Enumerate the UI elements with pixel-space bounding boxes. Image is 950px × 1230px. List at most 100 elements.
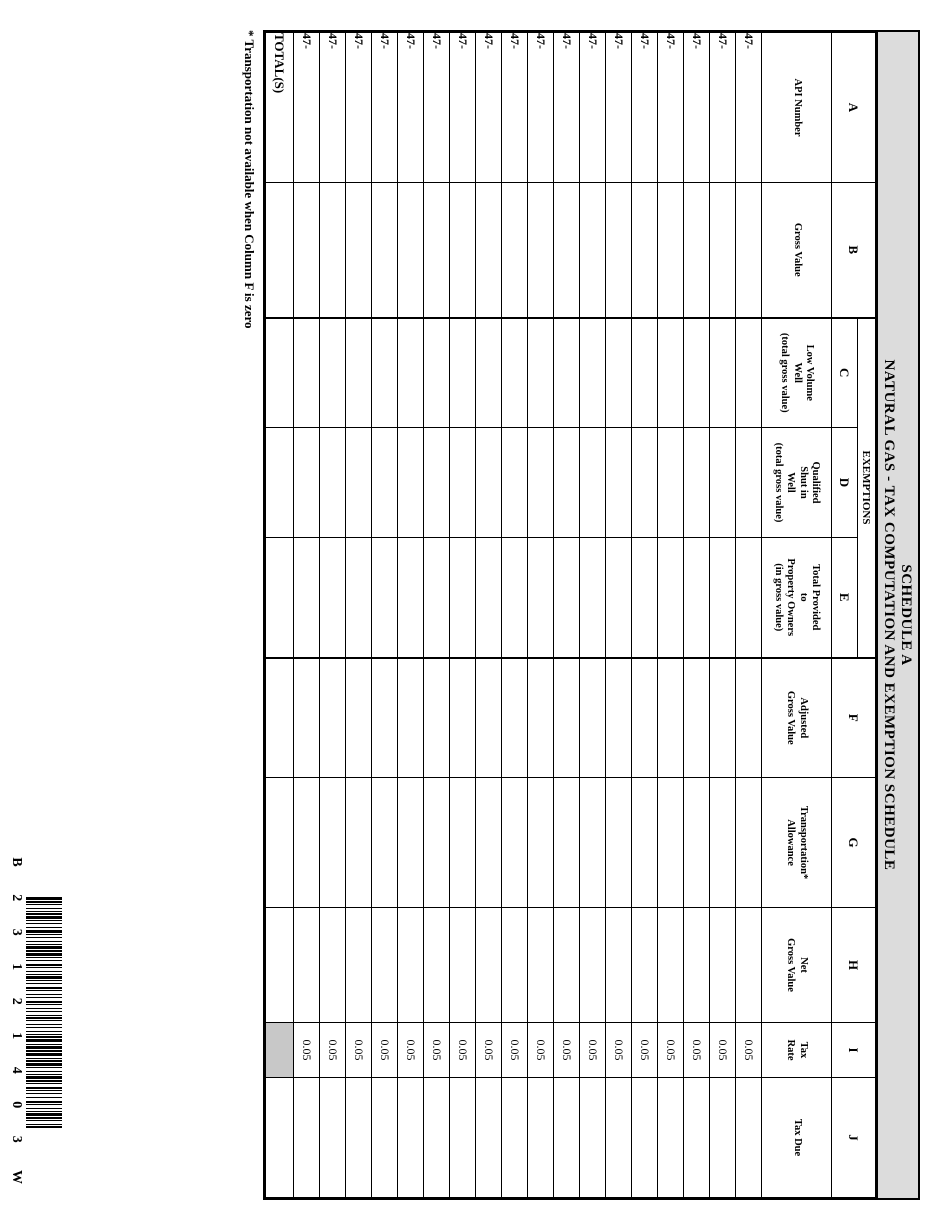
cell-api: 47- (398, 33, 424, 183)
cell-H (346, 908, 372, 1023)
cell-H (294, 908, 320, 1023)
cell-G (684, 778, 710, 908)
table-row: 47-0.05 (294, 33, 320, 1198)
cell-D (528, 428, 554, 538)
cell-E (658, 538, 684, 658)
cell-B (294, 183, 320, 318)
cell-H (372, 908, 398, 1023)
cell-I: 0.05 (606, 1023, 632, 1078)
cell-api: 47- (580, 33, 606, 183)
col-letter-B: B (832, 183, 876, 318)
cell-H (554, 908, 580, 1023)
totals-I (266, 1023, 294, 1078)
header-letter-row: A B EXEMPTIONS F G H I J (858, 33, 876, 1198)
col-label-F: AdjustedGross Value (762, 658, 832, 778)
cell-C (424, 318, 450, 428)
cell-H (320, 908, 346, 1023)
cell-D (424, 428, 450, 538)
cell-E (476, 538, 502, 658)
cell-D (554, 428, 580, 538)
cell-E (450, 538, 476, 658)
col-letter-C: C (832, 318, 858, 428)
table-row: 47-0.05 (632, 33, 658, 1198)
cell-G (476, 778, 502, 908)
cell-I: 0.05 (684, 1023, 710, 1078)
cell-api: 47- (684, 33, 710, 183)
cell-C (502, 318, 528, 428)
cell-J (736, 1078, 762, 1198)
cell-J (684, 1078, 710, 1198)
cell-B (658, 183, 684, 318)
cell-J (424, 1078, 450, 1198)
cell-C (554, 318, 580, 428)
cell-E (606, 538, 632, 658)
cell-api: 47- (554, 33, 580, 183)
cell-D (736, 428, 762, 538)
cell-E (554, 538, 580, 658)
header-desc-row: API Number Gross Value Low VolumeWell(to… (762, 33, 832, 1198)
cell-G (580, 778, 606, 908)
cell-api: 47- (658, 33, 684, 183)
col-letter-A: A (832, 33, 876, 183)
cell-D (398, 428, 424, 538)
cell-B (684, 183, 710, 318)
cell-B (398, 183, 424, 318)
table-row: 47-0.05 (372, 33, 398, 1198)
cell-C (528, 318, 554, 428)
cell-B (372, 183, 398, 318)
cell-J (710, 1078, 736, 1198)
cell-I: 0.05 (372, 1023, 398, 1078)
cell-F (450, 658, 476, 778)
cell-I: 0.05 (658, 1023, 684, 1078)
cell-F (710, 658, 736, 778)
cell-G (658, 778, 684, 908)
cell-G (502, 778, 528, 908)
barcode-text: B 2 3 1 2 1 4 0 3 W (8, 857, 24, 1196)
cell-J (632, 1078, 658, 1198)
cell-H (476, 908, 502, 1023)
cell-C (476, 318, 502, 428)
cell-J (606, 1078, 632, 1198)
cell-C (606, 318, 632, 428)
cell-G (554, 778, 580, 908)
cell-J (398, 1078, 424, 1198)
totals-D (266, 428, 294, 538)
cell-G (710, 778, 736, 908)
cell-I: 0.05 (294, 1023, 320, 1078)
cell-C (658, 318, 684, 428)
exemptions-header: EXEMPTIONS (858, 318, 876, 658)
totals-label: TOTAL(S) (266, 33, 294, 183)
cell-E (346, 538, 372, 658)
totals-E (266, 538, 294, 658)
cell-F (476, 658, 502, 778)
table-row: 47- 0.05 (684, 33, 710, 1198)
col-label-E: Total ProvidedtoProperty Owners(in gross… (762, 538, 832, 658)
cell-D (684, 428, 710, 538)
cell-G (372, 778, 398, 908)
cell-I: 0.05 (450, 1023, 476, 1078)
table-row: 47- 0.05 (658, 33, 684, 1198)
tax-table: A B EXEMPTIONS F G H I J C D E API Numbe… (265, 32, 876, 1198)
cell-E (294, 538, 320, 658)
totals-F (266, 658, 294, 778)
cell-G (424, 778, 450, 908)
schedule-container: SCHEDULE A NATURAL GAS - TAX COMPUTATION… (263, 30, 920, 1200)
cell-F (736, 658, 762, 778)
col-letter-J: J (832, 1078, 876, 1198)
table-row: 47-0.05 (450, 33, 476, 1198)
cell-H (528, 908, 554, 1023)
totals-B (266, 183, 294, 318)
cell-E (398, 538, 424, 658)
cell-E (580, 538, 606, 658)
cell-B (502, 183, 528, 318)
cell-D (606, 428, 632, 538)
cell-I: 0.05 (710, 1023, 736, 1078)
totals-J (266, 1078, 294, 1198)
cell-B (346, 183, 372, 318)
title-block: SCHEDULE A NATURAL GAS - TAX COMPUTATION… (876, 32, 918, 1198)
cell-F (528, 658, 554, 778)
col-label-J: Tax Due (762, 1078, 832, 1198)
cell-I: 0.05 (424, 1023, 450, 1078)
cell-I: 0.05 (528, 1023, 554, 1078)
cell-api: 47- (476, 33, 502, 183)
